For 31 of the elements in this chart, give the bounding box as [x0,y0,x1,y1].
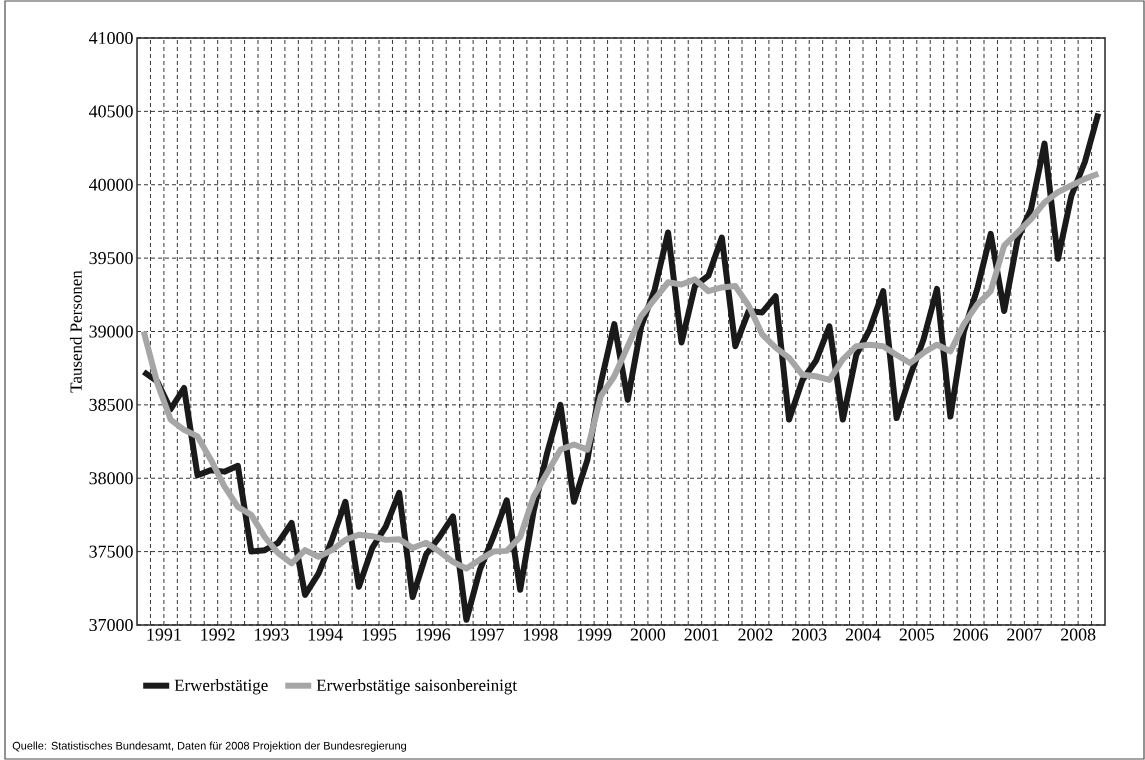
source-note: Quelle: Statistisches Bundesamt, Daten für 2008 Projektion der Bundesregierung [12,741,406,752]
x-tick-label: 2003 [792,628,827,641]
x-tick-label: 1999 [577,628,612,641]
x-tick-label: 1998 [523,628,558,641]
x-tick-label: 1995 [362,628,397,641]
x-tick-label: 2008 [1060,628,1096,641]
x-tick-label: 1996 [416,628,451,641]
y-axis-title: Tausend Personen [69,270,82,393]
y-tick-label: 38000 [89,472,133,485]
y-tick-label: 40500 [89,105,133,118]
y-tick-label: 37500 [89,545,133,558]
legend-label: Erwerbstätige saisonbereinigt [316,679,517,695]
legend-label: Erwerbstätige [174,679,268,695]
y-tick-label: 39000 [89,325,133,338]
x-tick-label: 2006 [953,628,988,641]
x-tick-label: 2004 [845,628,881,641]
x-tick-label: 1994 [308,628,343,641]
y-tick-label: 40000 [89,178,133,191]
y-tick-label: 39500 [89,252,133,265]
x-tick-label: 2001 [684,628,719,641]
y-tick-label: 38500 [89,398,133,411]
x-tick-label: 1993 [255,628,289,641]
x-tick-label: 2000 [630,628,666,641]
x-tick-label: 1997 [470,628,504,641]
x-tick-label: 1991 [147,628,181,641]
x-tick-label: 2002 [738,628,773,641]
x-tick-label: 1992 [201,628,235,641]
x-tick-label: 2005 [899,628,935,641]
y-tick-label: 41000 [89,31,133,45]
x-tick-label: 2007 [1007,628,1042,641]
y-tick-label: 37000 [89,618,133,632]
